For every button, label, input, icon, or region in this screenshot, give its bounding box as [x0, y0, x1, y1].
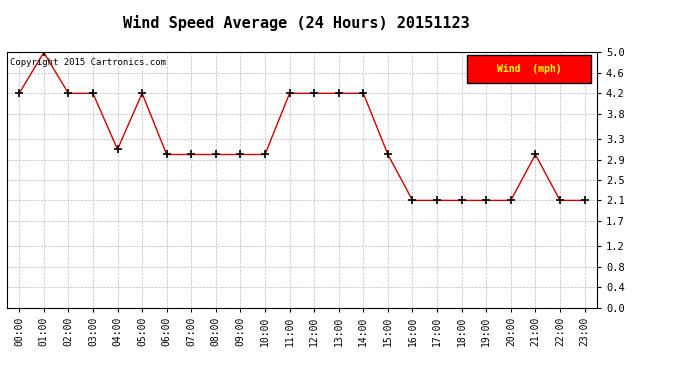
- Text: Copyright 2015 Cartronics.com: Copyright 2015 Cartronics.com: [10, 58, 166, 67]
- Text: Wind  (mph): Wind (mph): [497, 64, 562, 74]
- Text: Wind Speed Average (24 Hours) 20151123: Wind Speed Average (24 Hours) 20151123: [124, 15, 470, 31]
- FancyBboxPatch shape: [467, 55, 591, 83]
